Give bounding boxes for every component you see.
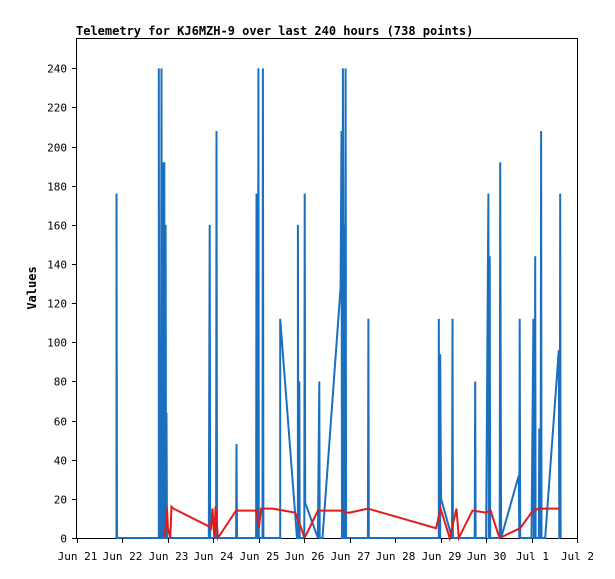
x-tick-label: Jun 23 <box>149 550 189 563</box>
y-tick-label: 120 <box>47 298 67 311</box>
x-tick-label: Jun 25 <box>240 550 280 563</box>
x-tick-label: Jun 30 <box>467 550 507 563</box>
x-tick-label: Jun 28 <box>376 550 416 563</box>
y-tick-label: 180 <box>47 181 67 194</box>
series-line-1 <box>163 504 560 542</box>
y-tick-label: 40 <box>54 455 67 468</box>
x-tick-label: Jun 29 <box>422 550 462 563</box>
y-tick-label: 220 <box>47 102 67 115</box>
x-tick-label: Jun 26 <box>285 550 325 563</box>
y-tick-label: 60 <box>54 416 67 429</box>
x-tick-label: Jul 1 <box>516 550 549 563</box>
y-tick-label: 80 <box>54 376 67 389</box>
y-tick-label: 140 <box>47 259 67 272</box>
x-tick-label: Jun 21 <box>58 550 98 563</box>
y-tick-label: 200 <box>47 142 67 155</box>
x-tick-label: Jul 2 <box>561 550 594 563</box>
x-axis: Jun 21 Jun 22 Jun 23 Jun 24 Jun 25 Jun 26 Jun … <box>58 538 594 563</box>
y-tick-label: 100 <box>47 337 67 350</box>
y-tick-label: 160 <box>47 220 67 233</box>
y-tick-label: 0 <box>60 533 67 546</box>
y-axis-label: Values <box>25 266 39 309</box>
y-axis: 0 20 40 60 80 100 120 140 160 180 200 220 240 <box>47 63 77 546</box>
x-tick-label: Jun 24 <box>194 550 234 563</box>
chart-title: Telemetry for KJ6MZH-9 over last 240 hou… <box>76 24 473 38</box>
series-layer <box>115 68 562 542</box>
series-line-0 <box>115 68 562 539</box>
y-tick-label: 20 <box>54 494 67 507</box>
y-tick-label: 240 <box>47 63 67 76</box>
x-tick-label: Jun 27 <box>331 550 371 563</box>
plot-frame <box>76 38 578 539</box>
x-tick-label: Jun 22 <box>103 550 143 563</box>
